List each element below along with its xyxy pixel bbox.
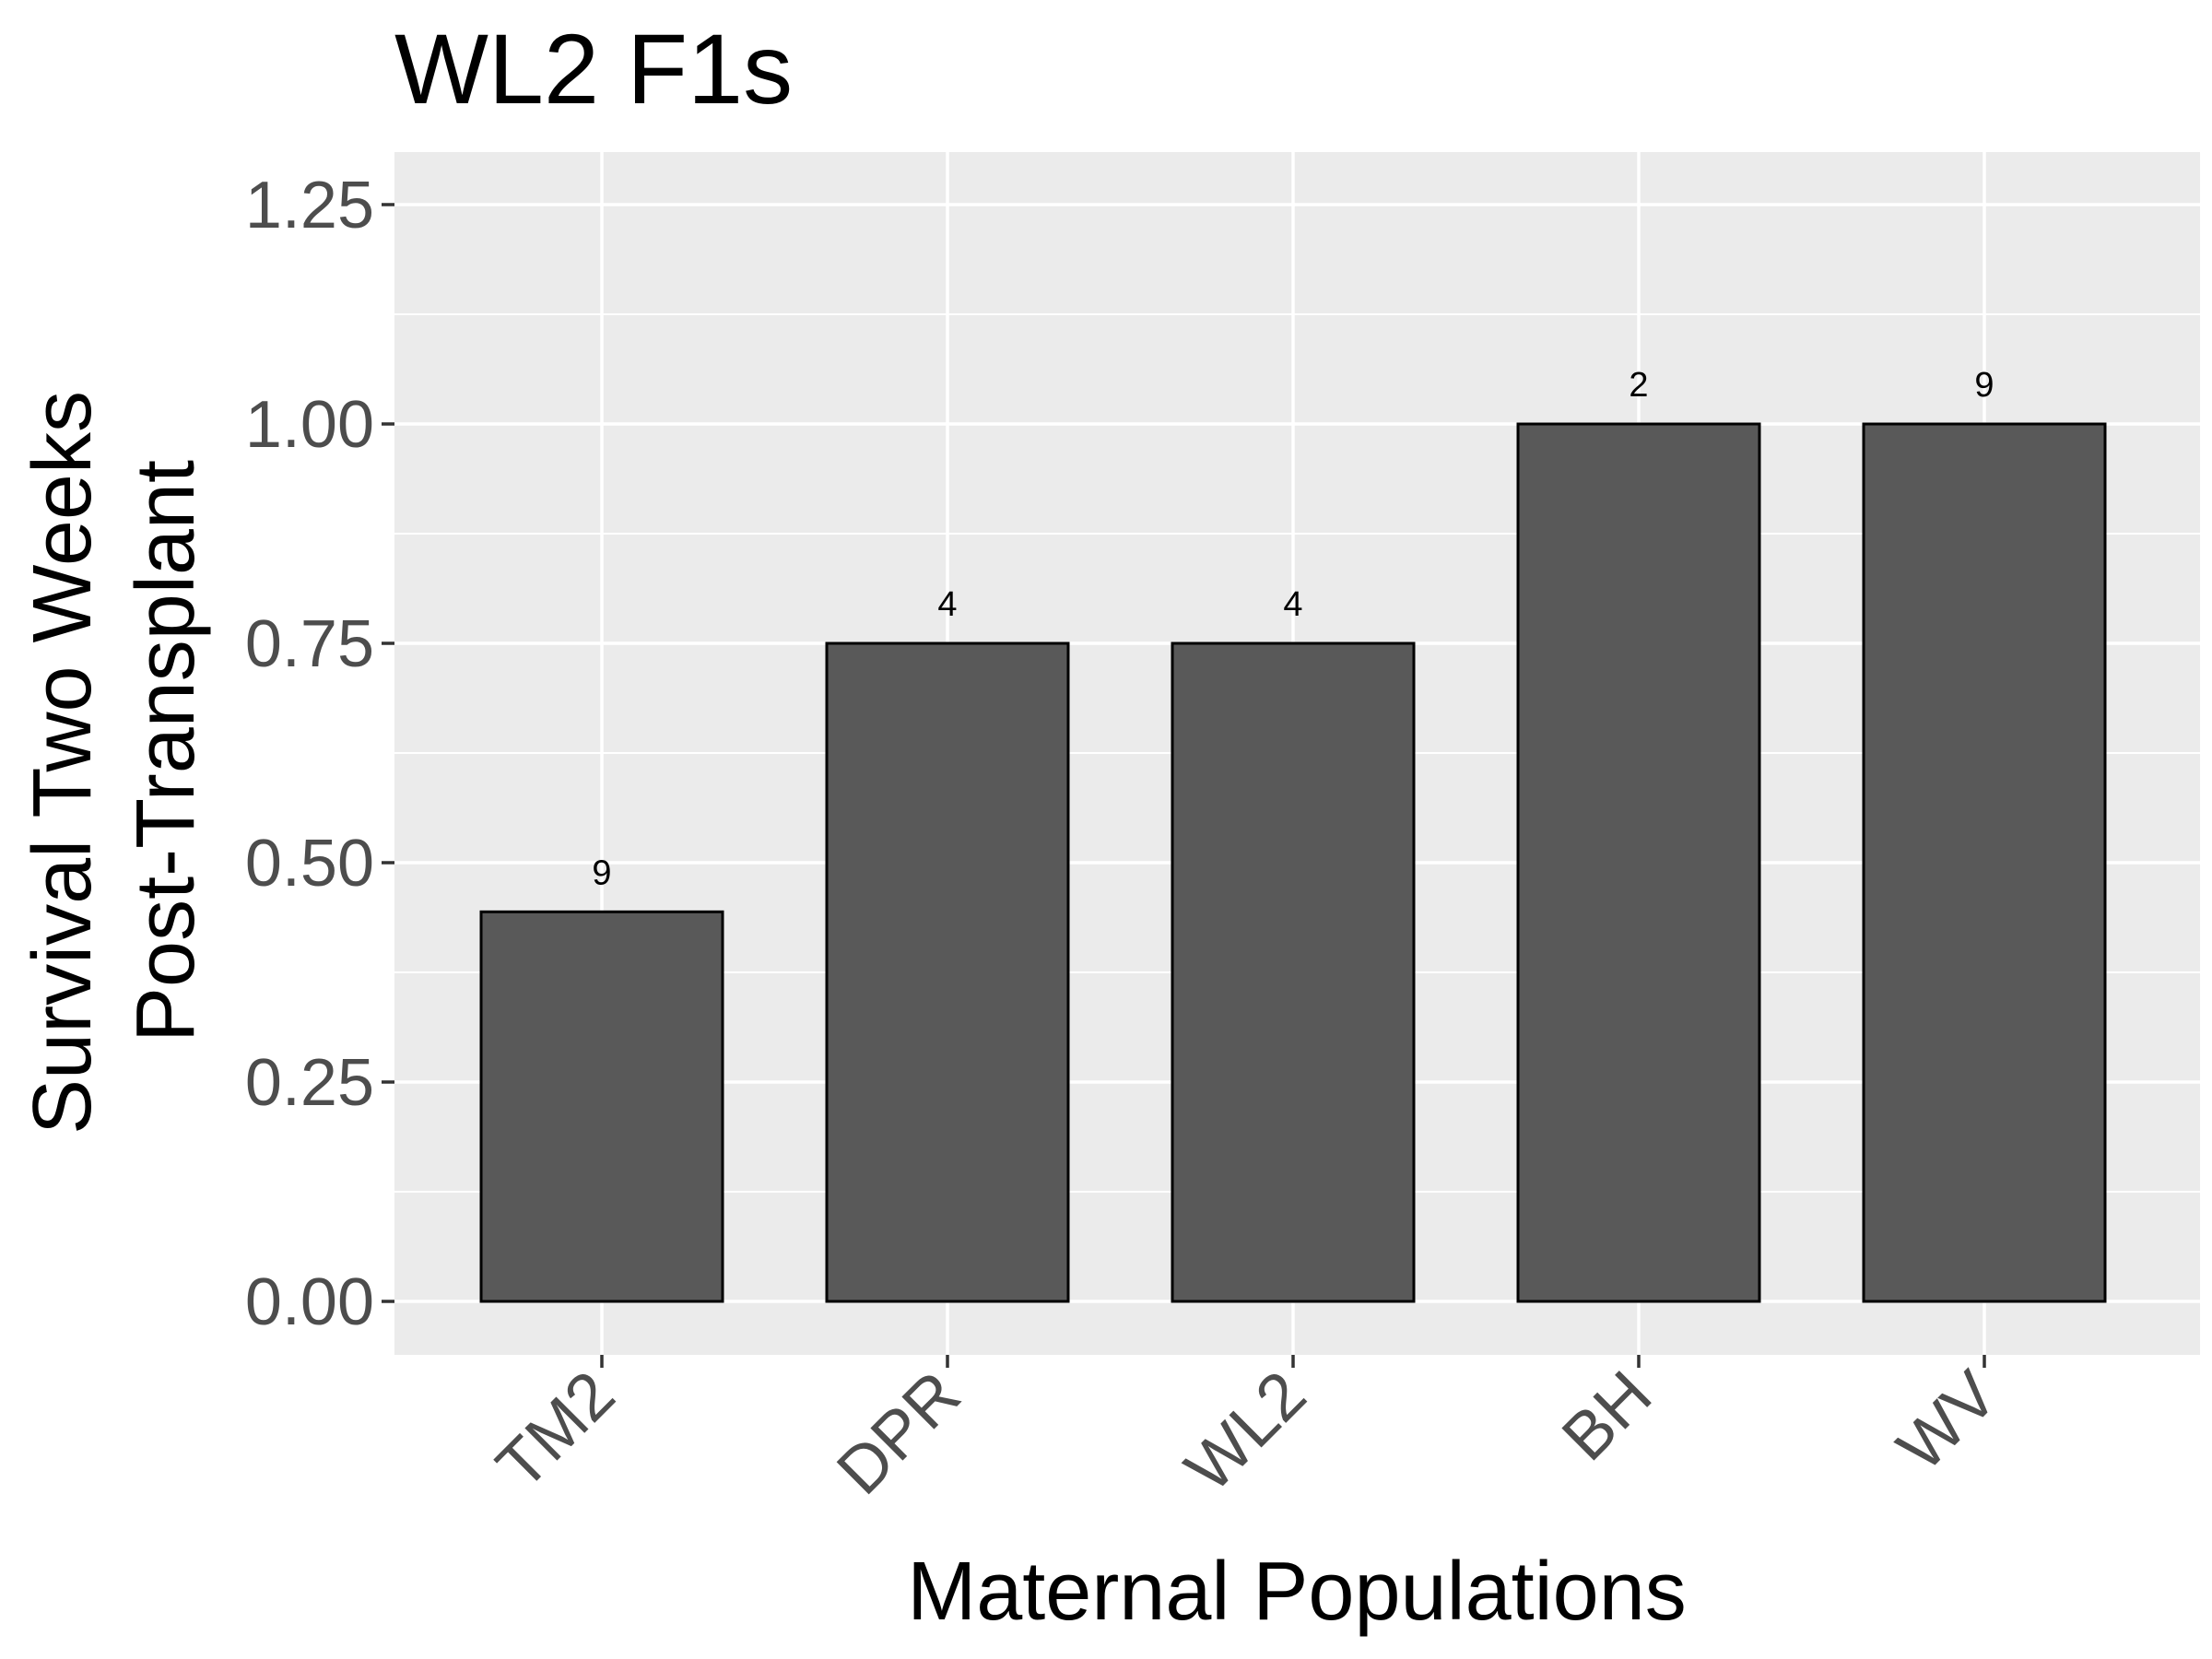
y-axis-title-line-2: Post-Transplant (120, 460, 212, 1042)
x-axis-title: Maternal Populations (907, 1546, 1687, 1638)
y-tick-label: 0.00 (245, 1265, 374, 1339)
y-axis-title: Survival Two Weeks Post-Transplant (17, 368, 212, 1135)
bar-dpr (825, 641, 1070, 1303)
data-labels-group: 9 4 4 2 9 (592, 366, 1994, 892)
bar-bh (1516, 422, 1761, 1303)
data-label-wl2: 4 (1283, 585, 1302, 624)
y-tick-label: 0.50 (245, 827, 374, 900)
data-label-wv: 9 (1974, 366, 1994, 405)
x-tick-label-dpr: DPR (823, 1358, 974, 1509)
chart-title: WL2 F1s (394, 13, 793, 124)
data-label-tm2: 9 (592, 853, 611, 892)
bar-wl2 (1171, 641, 1416, 1303)
x-tick-label-tm2: TM2 (483, 1358, 629, 1503)
y-tick-label: 1.25 (245, 169, 374, 242)
x-axis: TM2 DPR WL2 BH WV (483, 1355, 2011, 1509)
x-tick-label-wv: WV (1884, 1358, 2012, 1486)
data-label-dpr: 4 (937, 585, 957, 624)
x-tick-label-wl2: WL2 (1171, 1358, 1320, 1506)
y-axis-title-line-1: Survival Two Weeks (17, 391, 109, 1135)
y-axis: 0.00 0.25 0.50 0.75 1.00 1.25 (245, 169, 394, 1339)
y-tick-label: 0.25 (245, 1046, 374, 1120)
x-tick-label-bh: BH (1548, 1358, 1665, 1475)
data-label-bh: 2 (1629, 366, 1648, 405)
bars-group (479, 422, 2107, 1303)
y-tick-label: 0.75 (245, 607, 374, 681)
y-tick-label: 1.00 (245, 388, 374, 462)
bar-wv (1862, 422, 2107, 1303)
bar-tm2 (479, 910, 724, 1303)
